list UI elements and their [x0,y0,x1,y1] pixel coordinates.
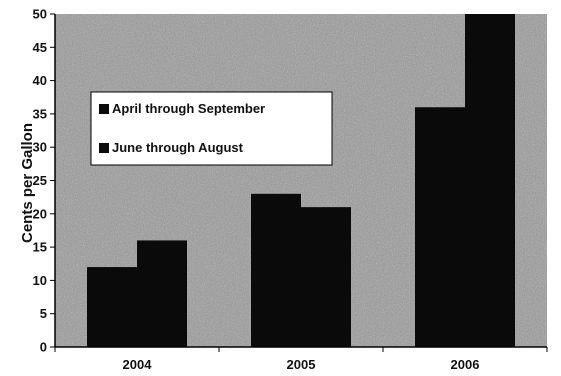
bar-2005-series-2 [301,207,351,347]
y-tick-label-25: 25 [33,173,47,188]
bar-2006-series-1 [415,107,465,348]
y-tick-label-10: 10 [33,273,47,288]
y-tick-label-20: 20 [33,206,47,221]
y-tick-label-5: 5 [40,306,47,321]
legend-box [90,91,333,166]
x-tick-label-2005: 2005 [287,357,316,372]
x-tick-label-2006: 2006 [451,357,480,372]
y-tick-label-35: 35 [33,106,47,121]
y-tick-label-40: 40 [33,73,47,88]
bar-2006-series-2 [465,14,515,347]
legend: April through September June through Aug… [90,91,333,166]
x-tick-label-2004: 2004 [123,357,153,372]
y-tick-label-0: 0 [40,340,47,355]
bars-group [87,14,515,348]
bar-2004-series-1 [87,267,137,347]
legend-swatch-june-august [99,143,109,153]
y-tick-label-45: 45 [33,40,47,55]
y-tick-label-15: 15 [33,240,47,255]
y-tick-label-50: 50 [33,7,47,22]
tick-labels-group: 0 5 10 15 20 25 30 35 40 45 50 2004 2005 2006 [33,7,480,373]
axes-group [50,13,548,352]
y-tick-label-30: 30 [33,140,47,155]
bar-2004-series-2 [137,240,187,347]
y-axis-title: Cents per Gallon [19,123,36,243]
legend-swatch-april-september [99,104,109,114]
legend-label-june-august: June through August [112,140,244,155]
bar-2005-series-1 [251,193,301,347]
legend-label-april-september: April through September [112,101,265,116]
